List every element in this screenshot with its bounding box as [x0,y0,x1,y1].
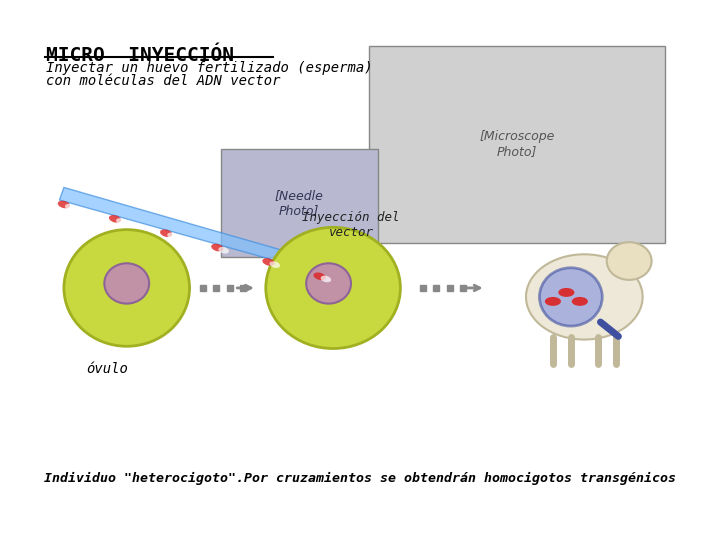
Ellipse shape [160,230,172,237]
Ellipse shape [116,218,127,225]
Ellipse shape [266,227,400,348]
FancyBboxPatch shape [369,46,665,243]
Text: con moléculas del ADN vector: con moléculas del ADN vector [46,73,281,87]
Text: Inyectar un huevo fertilizado (esperma): Inyectar un huevo fertilizado (esperma) [46,61,372,75]
Ellipse shape [526,254,643,340]
Text: [Microscope
Photo]: [Microscope Photo] [480,130,554,158]
Ellipse shape [211,244,223,252]
Ellipse shape [320,275,331,282]
Ellipse shape [313,273,325,280]
Text: MICRO  INYECCIÓN: MICRO INYECCIÓN [46,46,234,65]
Polygon shape [60,187,320,272]
Ellipse shape [545,297,561,306]
Ellipse shape [572,297,588,306]
Ellipse shape [167,233,178,239]
Text: Inyección del
vector: Inyección del vector [302,211,400,239]
Ellipse shape [64,230,189,346]
Ellipse shape [104,264,149,303]
Ellipse shape [58,201,70,208]
Ellipse shape [539,268,602,326]
Ellipse shape [65,204,76,211]
Ellipse shape [558,288,575,297]
Ellipse shape [218,247,229,254]
Text: [Needle
Photo]: [Needle Photo] [274,188,323,217]
FancyBboxPatch shape [221,149,378,256]
Ellipse shape [607,242,652,280]
Ellipse shape [269,261,280,268]
Ellipse shape [306,264,351,303]
Ellipse shape [262,258,274,266]
Text: Individuo "heterocigoto".Por cruzamientos se obtendrán homocigotos transgénicos: Individuo "heterocigoto".Por cruzamiento… [44,472,676,485]
Text: óvulo: óvulo [86,361,128,375]
Ellipse shape [109,215,121,222]
